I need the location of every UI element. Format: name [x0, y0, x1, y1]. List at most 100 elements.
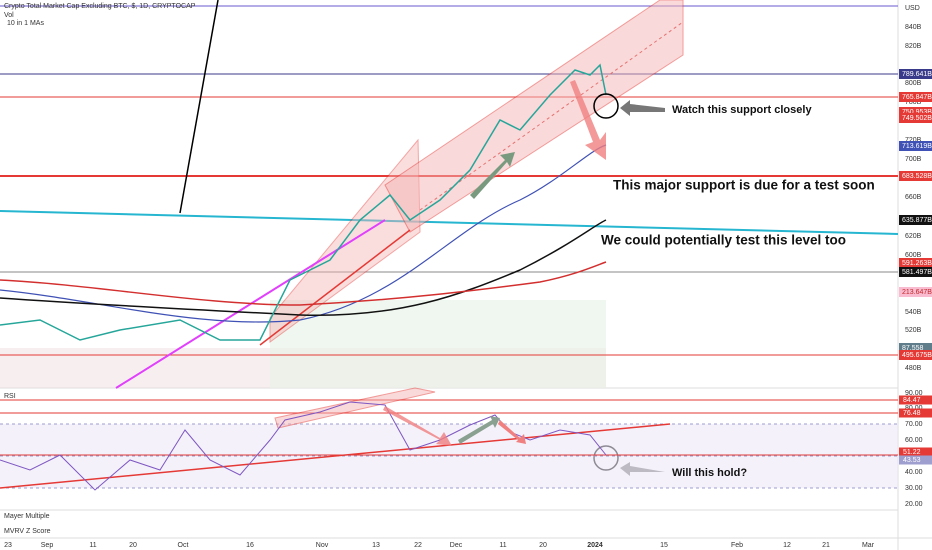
rsi-line	[0, 401, 607, 491]
rsi-title: RSI	[4, 393, 16, 400]
moving-average	[0, 261, 607, 306]
rsi-tag	[899, 408, 932, 418]
annotation: Watch this support closely	[672, 104, 812, 116]
price-tag-label: 750.953B	[902, 109, 932, 116]
volume-label: Vol	[4, 12, 14, 19]
price-tag-label: 213.647B	[902, 289, 932, 296]
time-axis-label: 22	[414, 542, 422, 549]
rsi-axis-label: 40.00	[905, 469, 923, 476]
price-tag	[899, 141, 932, 151]
moving-average	[0, 219, 607, 317]
indicator-label: MVRV Z Score	[4, 528, 51, 535]
chart-title: Crypto Total Market Cap Excluding BTC, $…	[4, 3, 196, 10]
price-axis-label: 780B	[905, 99, 922, 106]
price-tag	[899, 107, 932, 117]
time-axis-label: Sep	[41, 542, 54, 549]
time-axis-label: 13	[372, 542, 380, 549]
price-tag-label: 581.497B	[902, 269, 932, 276]
price-tag-label: 765.847B	[902, 94, 932, 101]
price-tag	[899, 215, 932, 225]
rsi-axis-label: 30.00	[905, 485, 923, 492]
trend-line	[0, 210, 899, 235]
rsi-tag-label: 84.47	[903, 397, 921, 404]
channel	[274, 387, 436, 429]
price-path	[0, 63, 607, 341]
time-axis-label: 21	[822, 542, 830, 549]
moving-average	[0, 144, 607, 323]
rsi-tag-label: 76.48	[903, 410, 921, 417]
price-axis-label: 720B	[905, 137, 922, 144]
price-tag-label: 683.528B	[902, 173, 932, 180]
rsi-tag	[899, 447, 932, 457]
price-tag-label: 789.641B	[902, 71, 932, 78]
indicator-label: Mayer Multiple	[4, 513, 50, 520]
price-axis-label: 480B	[905, 365, 922, 372]
arrow	[570, 80, 606, 160]
time-axis-label: Dec	[450, 542, 463, 549]
annotation: We could potentially test this level too	[601, 233, 846, 248]
price-axis-label: 660B	[905, 194, 922, 201]
time-axis-label: 16	[246, 542, 254, 549]
ma-label: 10 in 1 MAs	[7, 20, 44, 27]
volume-area	[270, 300, 606, 388]
time-axis-label: 11	[89, 542, 96, 549]
arrow	[458, 416, 500, 444]
trend-line	[0, 423, 671, 489]
rsi-axis-label: 60.00	[905, 437, 923, 444]
time-axis-label: Mar	[862, 542, 875, 549]
price-tag	[899, 287, 932, 297]
rsi-tag	[899, 455, 932, 465]
rsi-tag-label: 51.22	[903, 449, 921, 456]
highlight-circle	[593, 93, 619, 119]
price-tag	[899, 92, 932, 102]
annotation: Will this hold?	[672, 467, 747, 479]
price-tag	[899, 113, 932, 123]
rsi-axis-label: 90.00	[905, 390, 923, 397]
time-axis-label: 11	[499, 542, 506, 549]
price-tag-label: 749.502B	[902, 115, 932, 122]
price-tag	[899, 350, 932, 360]
price-tag-label: 495.675B	[902, 352, 932, 359]
price-axis-label: 620B	[905, 233, 922, 240]
price-axis-label: 840B	[905, 24, 922, 31]
price-axis-label: 700B	[905, 156, 922, 163]
rsi-band	[0, 424, 898, 488]
rsi-axis-label: 80.00	[905, 405, 923, 412]
price-axis-label: 540B	[905, 309, 922, 316]
rsi-axis-label: 70.00	[905, 421, 923, 428]
annotation: This major support is due for a test soo…	[613, 178, 875, 193]
price-axis-label: 820B	[905, 43, 922, 50]
time-axis-label: Nov	[316, 542, 329, 549]
price-tag	[899, 343, 932, 353]
price-tag-label: 591.263B	[902, 260, 932, 267]
price-tag	[899, 69, 932, 79]
price-axis-label: 520B	[905, 327, 922, 334]
rsi-axis-label: 20.00	[905, 501, 923, 508]
arrow	[498, 420, 526, 444]
time-axis-label: Feb	[731, 542, 743, 549]
time-axis-label: 20	[539, 542, 547, 549]
price-tag	[899, 258, 932, 268]
currency-label: USD	[905, 5, 920, 12]
arrow	[383, 406, 452, 446]
price-axis-label: 800B	[905, 80, 922, 87]
rsi-tag-label: 43.53	[903, 457, 921, 464]
trend-line	[179, 0, 219, 214]
price-tag-label: 635.877B	[902, 217, 932, 224]
price-tag-label: 87.558	[902, 345, 924, 352]
trend-line	[259, 229, 411, 346]
time-axis-label: 12	[783, 542, 791, 549]
channel	[384, 0, 684, 233]
time-axis-label: 23	[4, 542, 12, 549]
time-axis-label: 2024	[587, 542, 603, 549]
price-tag-label: 713.619B	[902, 143, 932, 150]
arrow	[620, 100, 665, 116]
arrow	[470, 152, 515, 199]
price-tag	[899, 171, 932, 181]
price-tag	[899, 267, 932, 277]
rsi-tag	[899, 395, 932, 405]
time-axis-label: 15	[660, 542, 668, 549]
price-axis-label: 600B	[905, 252, 922, 259]
time-axis-label: Oct	[178, 542, 189, 549]
